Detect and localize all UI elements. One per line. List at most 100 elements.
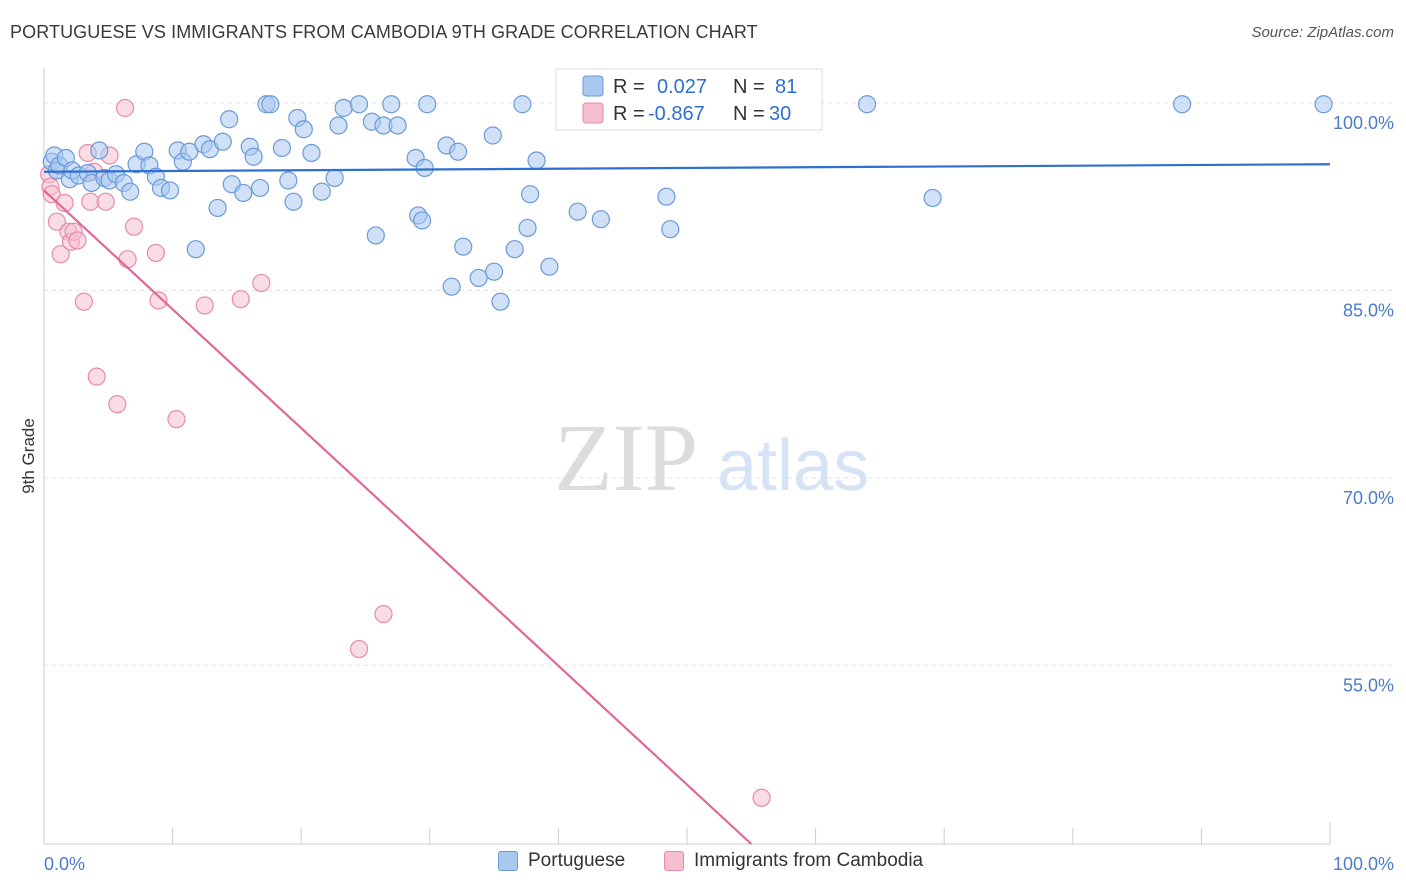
x-tick-label-left: 0.0%	[44, 854, 85, 874]
portuguese-point-60	[442, 277, 461, 296]
cambodia-trend-line	[43, 189, 753, 845]
cambodia-point-2	[42, 185, 61, 204]
portuguese-point-46	[329, 116, 348, 135]
portuguese-point-67	[505, 240, 524, 259]
y-tick-labels: 100.0% 85.0% 70.0% 55.0%	[1333, 113, 1394, 695]
cambodia-point-29	[752, 788, 771, 807]
cambodia-point-14	[87, 367, 106, 386]
legend-marker-cambodia	[664, 851, 684, 871]
portuguese-point-80	[1173, 95, 1192, 114]
portuguese-point-24	[180, 142, 199, 161]
legend-r-value-2: -0.867	[648, 103, 705, 125]
cambodia-point-10	[74, 292, 93, 311]
legend-label-cambodia: Immigrants from Cambodia	[694, 850, 924, 871]
portuguese-point-53	[388, 116, 407, 135]
portuguese-point-32	[234, 183, 253, 203]
watermark: ZIP atlas	[554, 404, 869, 511]
x-tick-label-right: 100.0%	[1333, 854, 1394, 874]
legend-n-value-2: 30	[769, 103, 791, 125]
portuguese-point-30	[220, 110, 239, 129]
portuguese-point-38	[272, 138, 292, 158]
portuguese-point-21	[160, 181, 180, 200]
portuguese-point-52	[382, 95, 401, 114]
portuguese-point-72	[540, 257, 559, 276]
portuguese-point-35	[250, 178, 270, 198]
portuguese-point-64	[483, 126, 502, 145]
y-axis-label: 9th Grade	[19, 418, 38, 494]
portuguese-point-78	[857, 95, 877, 114]
cambodia-point-28	[374, 604, 393, 624]
portuguese-point-61	[448, 142, 468, 161]
cambodia-point-18	[115, 98, 135, 118]
portuguese-point-73	[568, 202, 587, 221]
x-tick-labels: 0.0% 100.0%	[44, 854, 1394, 874]
portuguese-trend-line	[43, 163, 1331, 173]
portuguese-point-69	[518, 218, 537, 238]
portuguese-point-45	[325, 168, 344, 188]
portuguese-point-71	[527, 151, 546, 170]
cambodia-point-19	[118, 250, 137, 269]
legend-marker-portuguese	[498, 851, 518, 871]
cambodia-point-3	[47, 212, 66, 231]
y-tick-label-2: 70.0%	[1343, 488, 1394, 508]
cambodia-point-17	[108, 395, 127, 414]
legend-n-label-1: N =	[733, 76, 765, 98]
portuguese-point-15	[121, 182, 140, 201]
portuguese-point-66	[491, 292, 510, 311]
portuguese-point-65	[485, 262, 504, 281]
cambodia-point-15	[96, 192, 115, 211]
portuguese-point-57	[415, 158, 434, 178]
cambodia-points	[40, 98, 771, 807]
portuguese-point-42	[294, 120, 313, 139]
portuguese-point-74	[591, 210, 610, 229]
portuguese-point-77	[661, 220, 680, 239]
portuguese-point-43	[302, 143, 321, 163]
y-tick-label-0: 100.0%	[1333, 113, 1394, 133]
y-tick-label-1: 85.0%	[1343, 300, 1394, 320]
portuguese-point-28	[208, 198, 227, 218]
cambodia-point-4	[51, 245, 70, 264]
legend-label-portuguese: Portuguese	[528, 850, 626, 871]
portuguese-point-58	[418, 95, 437, 114]
legend-swatch-portuguese	[582, 75, 604, 97]
portuguese-point-79	[923, 188, 942, 208]
portuguese-point-29	[213, 132, 232, 151]
cambodia-point-25	[231, 290, 250, 309]
portuguese-point-63	[469, 268, 488, 288]
legend-r-label-1: R =	[613, 76, 645, 98]
trend-lines	[43, 163, 1331, 845]
portuguese-point-10	[90, 141, 109, 160]
cambodia-point-20	[124, 217, 144, 236]
chart-title: PORTUGUESE VS IMMIGRANTS FROM CAMBODIA 9…	[10, 22, 758, 42]
legend-n-label-2: N =	[733, 103, 765, 125]
cambodia-point-26	[252, 273, 271, 293]
portuguese-point-68	[513, 95, 532, 114]
y-tick-label-3: 55.0%	[1343, 675, 1394, 695]
cambodia-point-22	[149, 291, 168, 310]
cambodia-point-27	[349, 639, 369, 659]
cambodia-point-9	[68, 231, 87, 250]
cambodia-point-23	[167, 410, 186, 429]
portuguese-point-39	[279, 171, 298, 190]
portuguese-point-37	[261, 95, 280, 114]
series-legend: Portuguese Immigrants from Cambodia	[0, 850, 1406, 880]
portuguese-point-50	[366, 226, 385, 245]
legend-item-portuguese: Portuguese	[498, 850, 625, 872]
portuguese-point-48	[349, 95, 369, 114]
source-label: Source: ZipAtlas.com	[1251, 24, 1394, 41]
portuguese-point-62	[454, 237, 473, 256]
portuguese-point-47	[334, 98, 353, 118]
cambodia-point-12	[81, 192, 100, 211]
watermark-atlas: atlas	[717, 426, 869, 506]
portuguese-points	[42, 95, 1333, 311]
legend-n-value-1: 81	[775, 76, 797, 98]
watermark-zip: ZIP	[554, 404, 698, 511]
portuguese-point-34	[244, 147, 263, 166]
portuguese-point-70	[521, 185, 540, 204]
legend-item-cambodia: Immigrants from Cambodia	[664, 850, 923, 872]
portuguese-point-81	[1314, 95, 1333, 114]
legend-r-value-1: 0.027	[657, 76, 707, 98]
portuguese-point-56	[412, 211, 432, 230]
portuguese-point-25	[186, 240, 205, 259]
